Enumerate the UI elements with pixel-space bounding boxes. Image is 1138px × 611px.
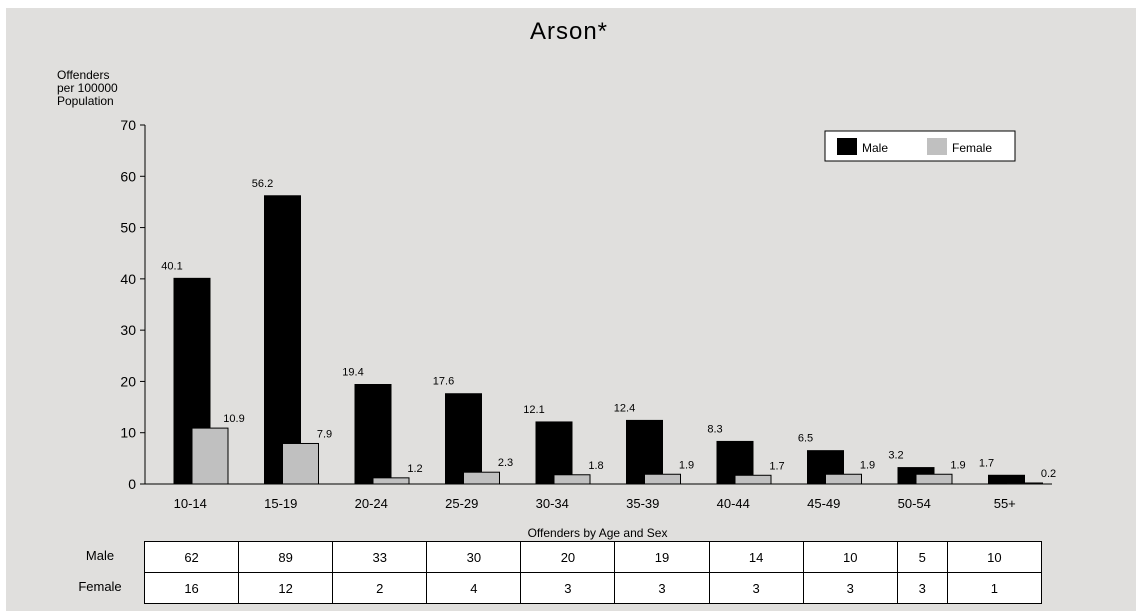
y-tick-label: 0	[128, 476, 136, 492]
bar-female	[191, 427, 229, 485]
data-label-male: 17.6	[433, 376, 454, 388]
data-label-female: 1.9	[950, 459, 965, 471]
x-tick-label: 45-49	[807, 496, 840, 511]
legend-label-female: Female	[952, 141, 992, 155]
bar-female	[915, 473, 953, 485]
data-label-female: 1.9	[679, 459, 694, 471]
x-tick-label: 40-44	[717, 496, 750, 511]
data-label-male: 12.4	[614, 402, 635, 414]
legend-swatch-female	[927, 138, 947, 155]
data-label-male: 40.1	[161, 260, 182, 272]
data-label-male: 3.2	[888, 450, 903, 462]
y-tick-label: 60	[120, 168, 136, 184]
table-cell: 4	[426, 572, 522, 604]
table-row-label-male: Male	[85, 548, 115, 563]
legend-label-male: Male	[862, 141, 888, 155]
bar-male	[354, 384, 392, 485]
y-tick-label: 40	[120, 271, 136, 287]
y-tick-label: 30	[120, 322, 136, 338]
table-cell: 16	[143, 572, 240, 604]
table-row-label-female: Female	[78, 579, 122, 594]
bar-male	[535, 421, 573, 485]
table-cell: 12	[238, 572, 334, 604]
bar-female	[372, 477, 410, 485]
bar-female	[644, 473, 681, 485]
data-label-male: 56.2	[252, 178, 273, 190]
bar-female	[553, 474, 591, 485]
table-cell: 1	[946, 572, 1043, 604]
table-cell: 10	[946, 541, 1043, 573]
data-label-male: 8.3	[707, 423, 722, 435]
data-label-female: 0.2	[1041, 468, 1056, 480]
data-label-male: 19.4	[342, 367, 363, 379]
table-cell: 89	[238, 541, 334, 573]
bar-female	[282, 442, 319, 485]
data-label-female: 1.2	[407, 463, 422, 475]
table-cell: 3	[708, 572, 804, 604]
bar-male	[264, 195, 301, 485]
y-tick-label: 70	[120, 117, 136, 133]
table-cell: 33	[332, 541, 428, 573]
bar-male	[445, 393, 482, 485]
table-cell: 2	[332, 572, 428, 604]
table-cell: 62	[143, 541, 240, 573]
table-cell: 5	[896, 541, 948, 573]
x-tick-label: 20-24	[355, 496, 388, 511]
chart-title: Arson*	[529, 18, 609, 45]
bar-female	[734, 474, 772, 485]
y-tick-label: 50	[120, 220, 136, 236]
table-cell: 19	[614, 541, 710, 573]
table-cell: 30	[426, 541, 522, 573]
y-axis-label-line-2: per 100000	[57, 81, 118, 95]
x-tick-label: 55+	[994, 496, 1016, 511]
table-cell: 3	[896, 572, 948, 604]
x-tick-label: 10-14	[174, 496, 207, 511]
x-tick-label: 15-19	[264, 496, 297, 511]
data-label-male: 6.5	[798, 433, 813, 445]
table-cell: 10	[802, 541, 898, 573]
y-axis-label-line-1: Offenders	[57, 68, 110, 82]
x-tick-label: 50-54	[898, 496, 931, 511]
x-tick-label: 25-29	[445, 496, 478, 511]
y-axis-label-line-3: Population	[57, 94, 114, 108]
data-label-male: 1.7	[979, 457, 994, 469]
bar-female	[1006, 482, 1043, 485]
table-cell: 3	[520, 572, 616, 604]
table-cell: 3	[802, 572, 898, 604]
data-label-female: 1.9	[860, 459, 875, 471]
y-tick-label: 20	[120, 373, 136, 389]
x-tick-label: 35-39	[626, 496, 659, 511]
data-label-female: 2.3	[498, 457, 513, 469]
x-axis-title: Offenders by Age and Sex	[527, 526, 668, 540]
data-label-female: 1.8	[588, 460, 603, 472]
data-label-female: 1.7	[769, 460, 784, 472]
table-cell: 20	[520, 541, 616, 573]
data-label-female: 7.9	[317, 428, 332, 440]
data-label-female: 10.9	[223, 413, 244, 425]
y-axis-label: Offenders per 100000 Population	[57, 69, 177, 108]
x-tick-label: 30-34	[536, 496, 569, 511]
legend-swatch-male	[837, 138, 857, 155]
bar-female	[825, 473, 862, 485]
bar-female	[463, 471, 500, 485]
offender-count-table: 62 89 33 30 20 19 14 10 5 10 16 12 2 4 3…	[143, 541, 1043, 604]
table-row-male: 62 89 33 30 20 19 14 10 5 10	[143, 541, 1043, 573]
table-row-female: 16 12 2 4 3 3 3 3 3 1	[143, 572, 1043, 604]
bar-male	[626, 419, 663, 485]
data-label-male: 12.1	[523, 404, 544, 416]
table-cell: 14	[708, 541, 804, 573]
table-cell: 3	[614, 572, 710, 604]
y-tick-label: 10	[120, 425, 136, 441]
